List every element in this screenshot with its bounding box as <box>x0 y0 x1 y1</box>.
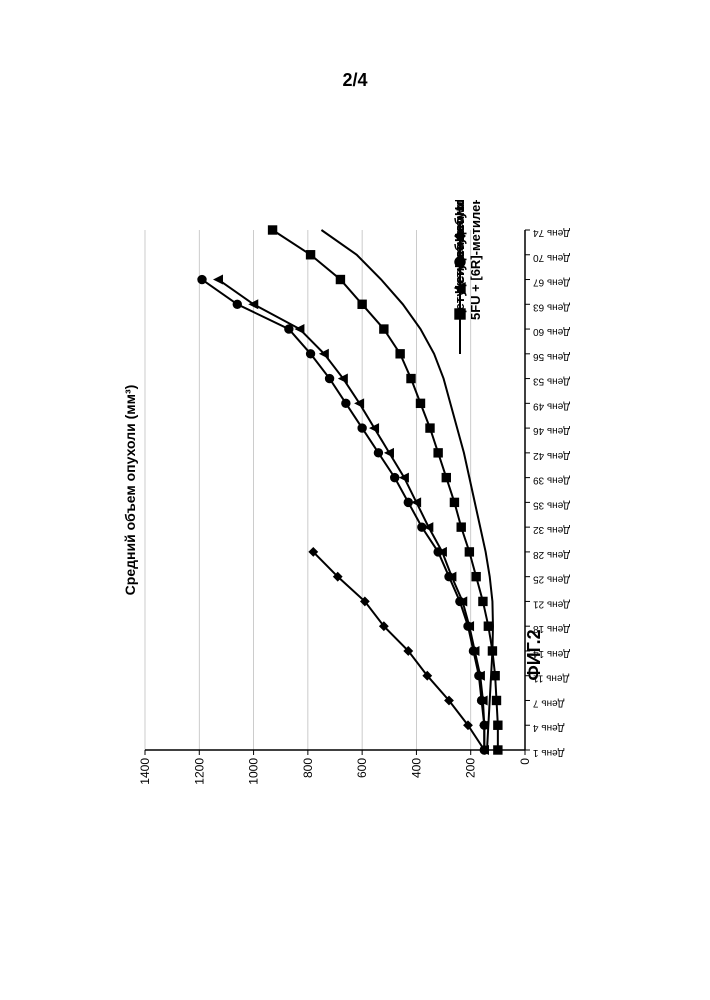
svg-text:День 70: День 70 <box>533 252 570 263</box>
svg-text:День 60: День 60 <box>533 326 570 337</box>
svg-text:День 7: День 7 <box>533 697 565 708</box>
svg-text:5FU + [6R]-метилен-THF: 5FU + [6R]-метилен-THF <box>468 200 483 320</box>
svg-text:800: 800 <box>301 758 315 778</box>
svg-text:0: 0 <box>518 758 532 765</box>
page-number: 2/4 <box>0 70 710 91</box>
svg-text:День 42: День 42 <box>533 450 570 461</box>
svg-text:День 4: День 4 <box>533 722 565 733</box>
svg-text:1400: 1400 <box>138 758 152 785</box>
svg-text:День 46: День 46 <box>533 425 570 436</box>
svg-text:День 35: День 35 <box>533 499 570 510</box>
svg-text:День 74: День 74 <box>533 227 570 238</box>
svg-text:День 53: День 53 <box>533 376 570 387</box>
svg-text:Цетуксимаб +: Цетуксимаб + <box>452 231 467 320</box>
svg-text:200: 200 <box>464 758 478 778</box>
svg-text:400: 400 <box>409 758 423 778</box>
tumor-volume-chart: 0 200 400 600 800 1000 1200 1400 День 1 День 4 Ден… <box>100 200 620 820</box>
svg-text:600: 600 <box>355 758 369 778</box>
svg-text:День 1: День 1 <box>533 747 565 758</box>
svg-text:День 39: День 39 <box>533 475 570 486</box>
svg-text:День 49: День 49 <box>533 400 570 411</box>
svg-text:День 63: День 63 <box>533 301 570 312</box>
svg-text:День 32: День 32 <box>533 524 570 535</box>
svg-text:День 28: День 28 <box>533 549 570 560</box>
svg-text:ФИГ.2: ФИГ.2 <box>524 629 544 680</box>
svg-text:День 56: День 56 <box>533 351 570 362</box>
svg-text:Средний объем опухоли (мм³): Средний объем опухоли (мм³) <box>122 385 138 596</box>
svg-text:День 21: День 21 <box>533 598 570 609</box>
svg-text:1000: 1000 <box>247 758 261 785</box>
svg-text:1200: 1200 <box>192 758 206 785</box>
svg-text:День 67: День 67 <box>533 277 570 288</box>
svg-text:День 25: День 25 <box>533 574 570 585</box>
